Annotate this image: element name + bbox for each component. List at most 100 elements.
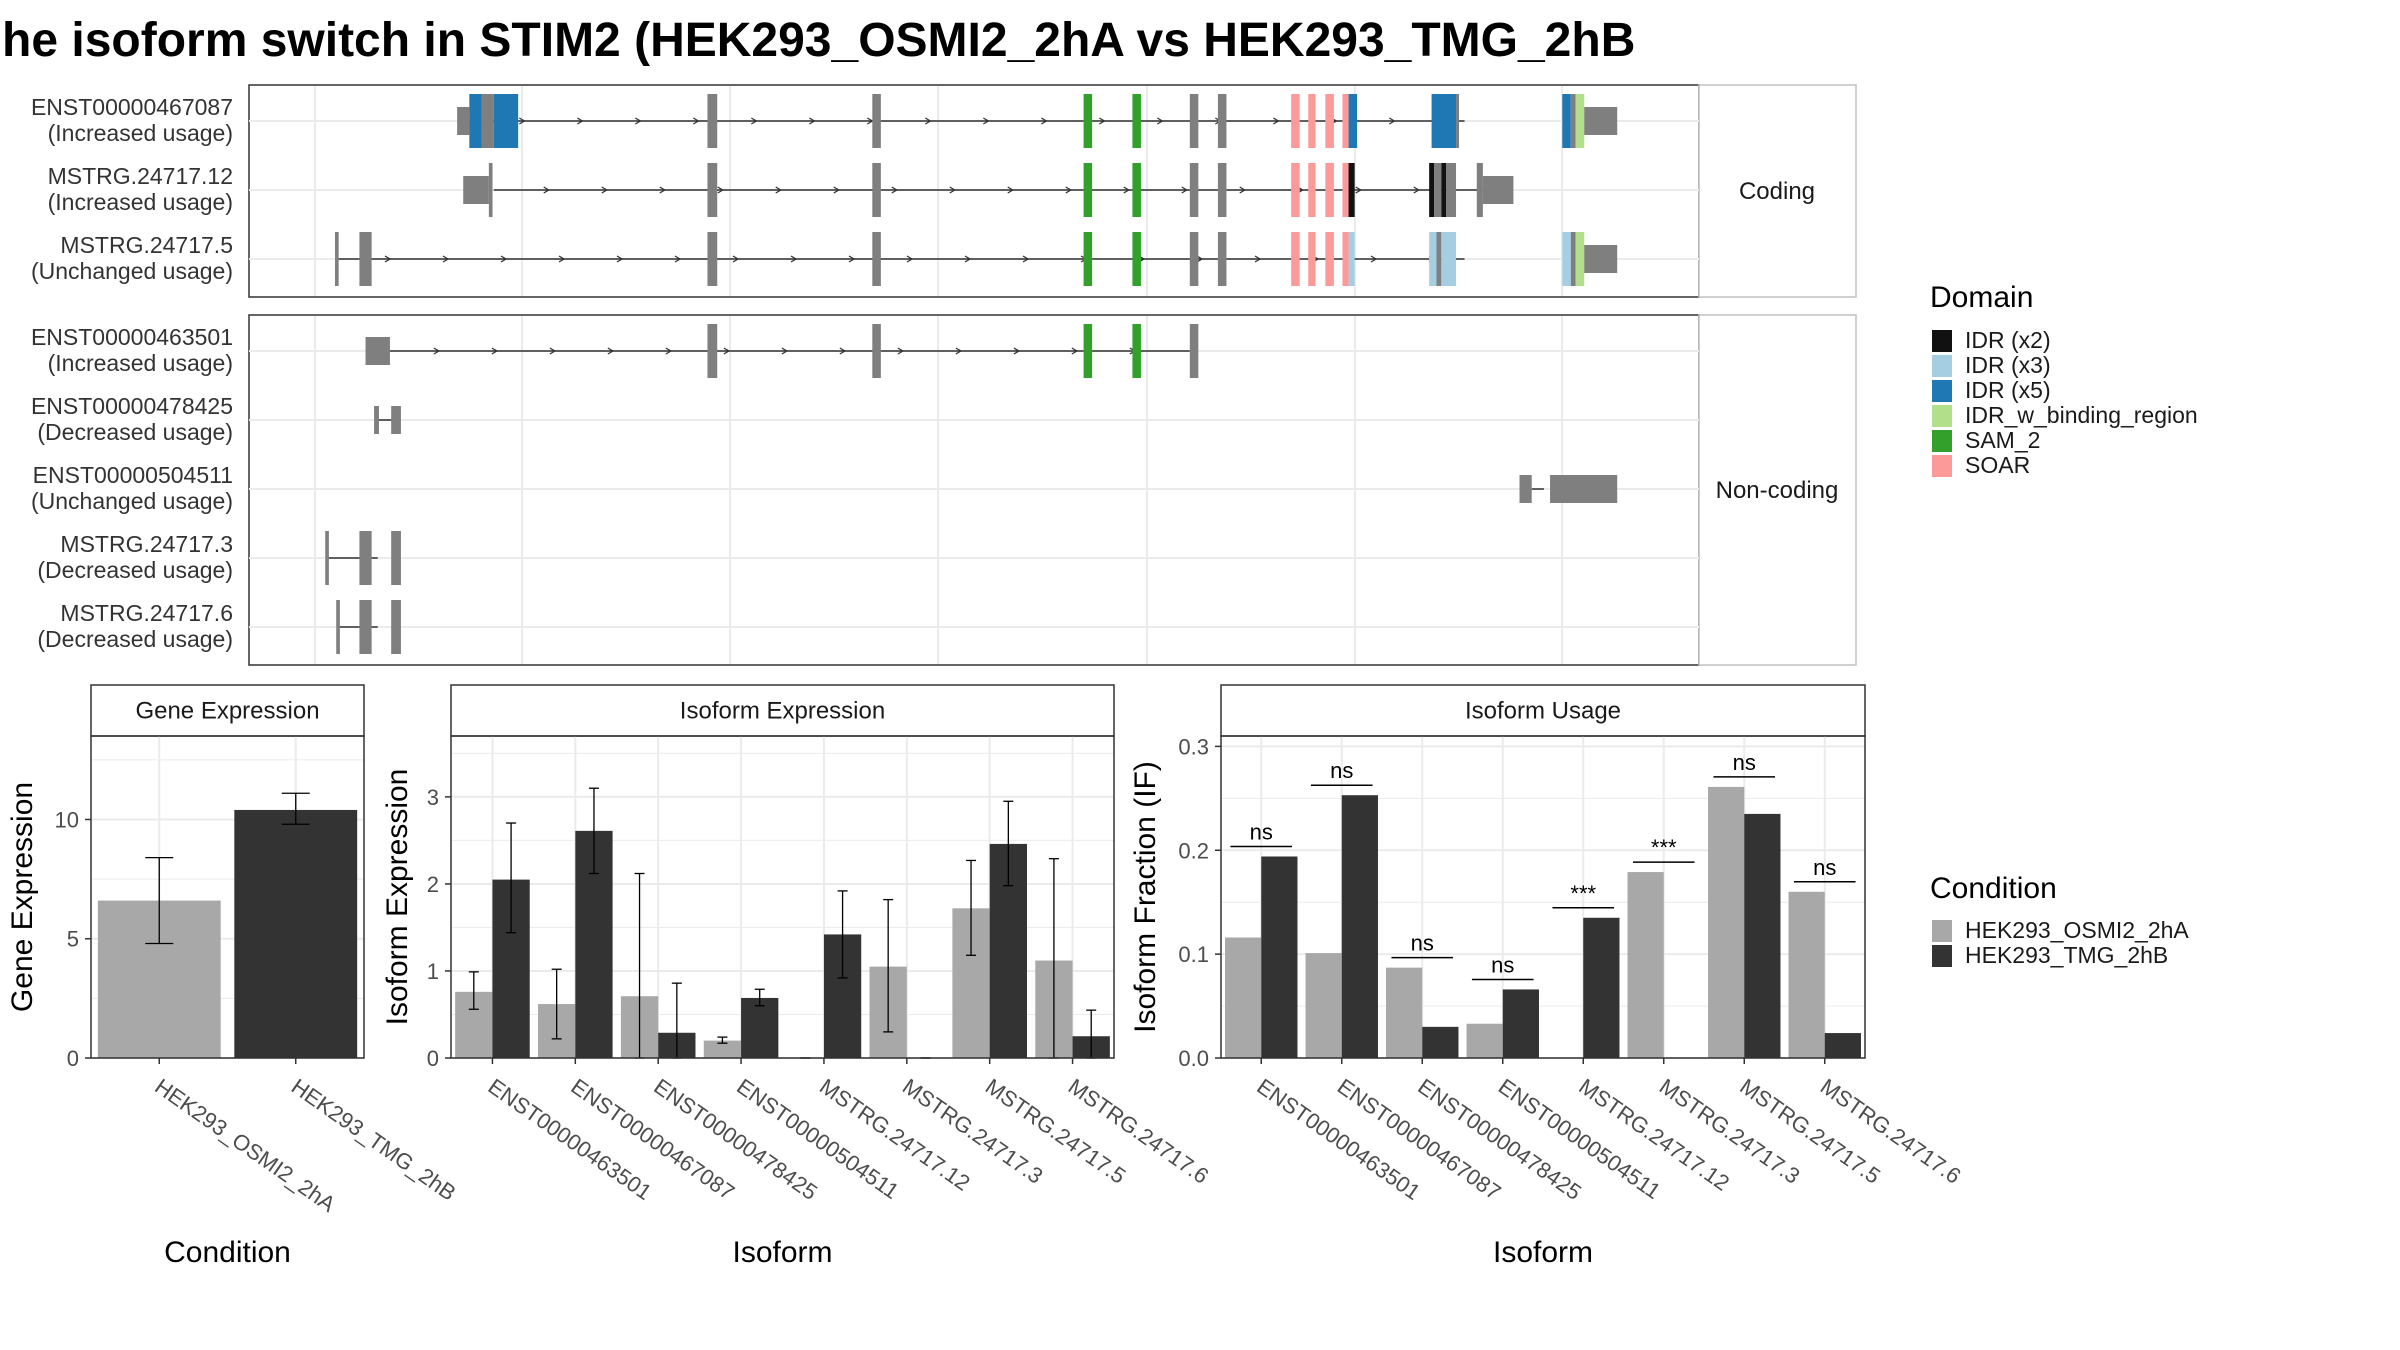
facet-strip xyxy=(1698,314,1857,666)
exon-block xyxy=(1217,232,1227,286)
y-tick-label: 0.3 xyxy=(1178,734,1209,759)
exon-block xyxy=(1584,245,1618,273)
domain-legend-key xyxy=(1932,430,1952,452)
significance-label: *** xyxy=(1651,835,1677,860)
strand-arrow xyxy=(1370,255,1378,263)
bar xyxy=(1422,1026,1459,1058)
figure-title: he isoform switch in STIM2 (HEK293_OSMI2… xyxy=(2,14,1635,67)
domain-legend-label: IDR (x3) xyxy=(1965,352,2051,378)
strand-arrow xyxy=(723,347,731,355)
exon-block xyxy=(1570,232,1576,286)
plot-border xyxy=(450,735,1115,1059)
isoform-label: MSTRG.24717.5 xyxy=(60,232,233,258)
strand-arrow xyxy=(897,347,905,355)
exon-block xyxy=(481,94,494,148)
exon-block xyxy=(1575,94,1585,148)
strand-arrow xyxy=(1388,117,1396,125)
domain-legend-key xyxy=(1932,455,1952,477)
bar xyxy=(741,997,779,1058)
domain-legend-label: IDR_w_binding_region xyxy=(1965,402,2198,428)
exon-block xyxy=(1562,94,1571,148)
strand-arrow xyxy=(576,117,584,125)
bar xyxy=(1627,872,1664,1058)
strand-arrow xyxy=(1181,186,1189,194)
bar xyxy=(1225,937,1262,1058)
exon-block xyxy=(1132,94,1141,148)
isoform-usage-label: (Decreased usage) xyxy=(37,557,233,583)
condition-legend-label: HEK293_OSMI2_2hA xyxy=(1965,917,2189,943)
exon-block xyxy=(1189,232,1199,286)
condition-legend-key xyxy=(1932,945,1952,967)
bar xyxy=(1341,795,1378,1058)
exon-block xyxy=(872,94,881,148)
exon-block xyxy=(1431,94,1457,148)
y-tick-label: 0 xyxy=(67,1046,79,1071)
strand-arrow xyxy=(659,186,667,194)
isoform-usage-label: (Unchanged usage) xyxy=(31,488,233,514)
y-tick-label: 0.0 xyxy=(1178,1046,1209,1071)
exon-block xyxy=(493,94,519,148)
strand-arrow xyxy=(906,255,914,263)
isoform-expression-chart: Isoform Expression0123ENST00000463501ENS… xyxy=(381,684,1214,1269)
exon-block xyxy=(1291,163,1300,217)
y-tick-label: 2 xyxy=(427,872,439,897)
bar xyxy=(1583,917,1620,1058)
exon-block xyxy=(1434,163,1442,217)
exon-block xyxy=(374,406,379,434)
exon-block xyxy=(1083,324,1093,378)
strand-arrow xyxy=(955,347,963,355)
bar xyxy=(234,809,358,1058)
strand-arrow xyxy=(607,347,615,355)
exon-block xyxy=(1348,94,1358,148)
y-axis-title: Isoform Expression xyxy=(381,769,414,1026)
exon-block xyxy=(1584,107,1618,135)
domain-legend-key xyxy=(1932,355,1952,377)
gene-expression-chart: Gene Expression0510HEK293_OSMI2_2hAHEK29… xyxy=(6,684,460,1269)
isoform-usage-label: (Decreased usage) xyxy=(37,419,233,445)
strand-arrow xyxy=(1272,117,1280,125)
strand-arrow xyxy=(1254,255,1262,263)
x-tick-label: MSTRG.24717.6 xyxy=(1064,1074,1214,1189)
domain-legend-label: IDR (x2) xyxy=(1965,327,2051,353)
exon-block xyxy=(1436,232,1442,286)
exon-block xyxy=(488,163,493,217)
strand-arrow xyxy=(674,255,682,263)
isoform-usage-label: (Decreased usage) xyxy=(37,626,233,652)
exon-block xyxy=(1325,94,1334,148)
y-axis-title: Gene Expression xyxy=(6,782,39,1012)
isoform-label: MSTRG.24717.12 xyxy=(48,163,233,189)
strand-arrow xyxy=(634,117,642,125)
bar xyxy=(1386,967,1423,1058)
bar xyxy=(1502,989,1539,1058)
condition-legend-label: HEK293_TMG_2hB xyxy=(1965,942,2168,968)
significance-label: *** xyxy=(1570,881,1596,906)
exon-block xyxy=(359,232,372,286)
bar xyxy=(703,1040,742,1058)
exon-block xyxy=(1429,163,1435,217)
isoform-label: ENST00000463501 xyxy=(31,324,233,350)
exon-block xyxy=(359,600,372,654)
domain-legend-label: IDR (x5) xyxy=(1965,377,2051,403)
isoform-label: ENST00000504511 xyxy=(33,462,233,488)
strand-arrow xyxy=(1196,255,1204,263)
strand-arrow xyxy=(949,186,957,194)
exon-block xyxy=(1189,324,1199,378)
strand-arrow xyxy=(1040,117,1048,125)
exon-block xyxy=(1308,232,1316,286)
chart-title: Isoform Expression xyxy=(680,698,885,725)
bar xyxy=(1708,786,1745,1058)
strand-arrow xyxy=(982,117,990,125)
facet-strip xyxy=(450,684,1115,737)
strand-arrow xyxy=(891,186,899,194)
strand-arrow xyxy=(781,347,789,355)
exon-block xyxy=(463,176,489,204)
x-tick-label: MSTRG.24717.6 xyxy=(1816,1074,1966,1189)
isoform-usage-label: (Increased usage) xyxy=(48,350,233,376)
exon-block xyxy=(1291,232,1300,286)
exon-block xyxy=(391,531,401,585)
exon-block xyxy=(1308,94,1316,148)
exon-block xyxy=(1456,94,1460,148)
isoform-label: MSTRG.24717.6 xyxy=(60,600,233,626)
